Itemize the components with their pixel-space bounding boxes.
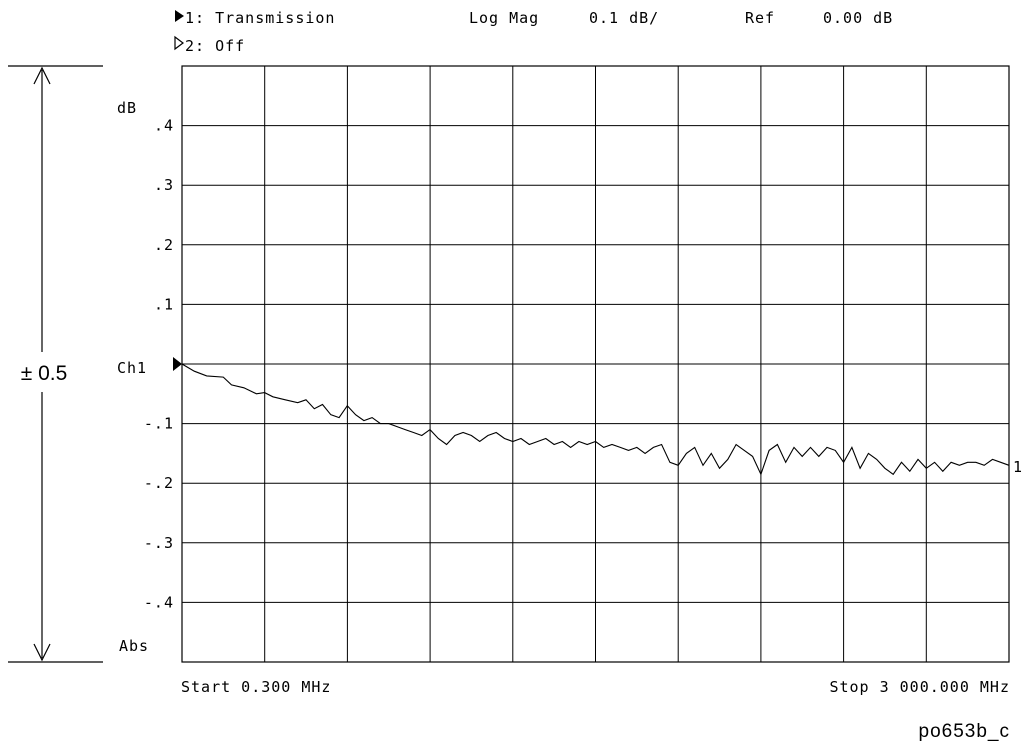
dimension-label: ± 0.5: [21, 362, 68, 385]
grid: [182, 66, 1009, 662]
arrow-down-icon: [33, 643, 51, 662]
ref-label: Ref: [745, 9, 775, 27]
ref-value: 0.00 dB: [823, 9, 893, 27]
arrow-up-icon: [33, 66, 51, 85]
y-tick-label: .1: [154, 295, 174, 313]
plot-area: .4 .3 .2 .1 -.1 -.2 -.3 -.4 dB Ch1 Abs 1: [117, 65, 1023, 663]
scale-label: 0.1 dB/: [589, 9, 659, 27]
x-start-label: Start 0.300 MHz: [181, 678, 331, 696]
y-unit-label: dB: [117, 99, 137, 117]
channel-1-active-marker-icon: [175, 10, 184, 22]
y-tick-label: .4: [154, 117, 174, 135]
y-tick-label: .2: [154, 236, 174, 254]
x-stop-label: Stop 3 000.000 MHz: [829, 678, 1010, 696]
y-tick-label: -.2: [144, 474, 174, 492]
trace-channel-1: [181, 363, 1010, 476]
y-tick-labels: .4 .3 .2 .1 -.1 -.2 -.3 -.4: [144, 117, 174, 612]
y-tick-label: -.3: [144, 534, 174, 552]
bottom-label: Abs: [119, 637, 149, 655]
channel-2-marker-icon: [174, 35, 184, 51]
y-tick-label: -.4: [144, 593, 174, 611]
trace-end-label: 1: [1013, 458, 1023, 476]
y-tick-label: .3: [154, 176, 174, 194]
format-label: Log Mag: [469, 9, 539, 27]
ref-position-marker-icon: [173, 357, 182, 371]
channel-1-label: 1: Transmission: [185, 9, 335, 27]
ref-position-label: Ch1: [117, 359, 147, 377]
header: 1: Transmission Log Mag 0.1 dB/ Ref 0.00…: [174, 9, 893, 55]
dimension-indicator: ± 0.5: [2, 65, 103, 663]
figure-id: po653b_c: [919, 721, 1010, 742]
y-tick-label: -.1: [144, 415, 174, 433]
channel-2-label: 2: Off: [185, 37, 245, 55]
